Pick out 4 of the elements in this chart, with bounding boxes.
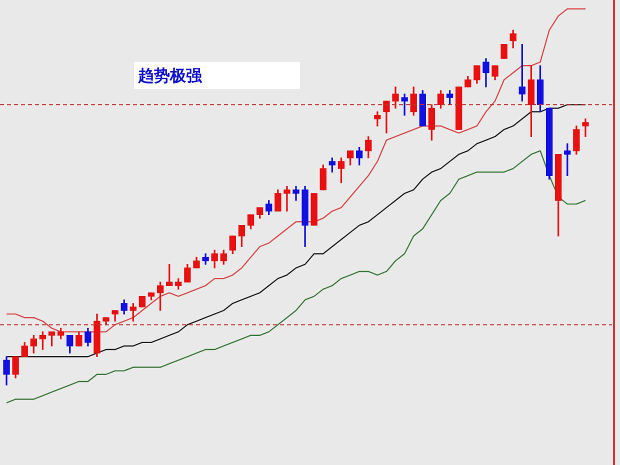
candlestick: [582, 118, 589, 137]
annotation: 趋势极强: [137, 65, 202, 87]
candlestick: [401, 94, 408, 116]
candlestick: [284, 186, 290, 212]
